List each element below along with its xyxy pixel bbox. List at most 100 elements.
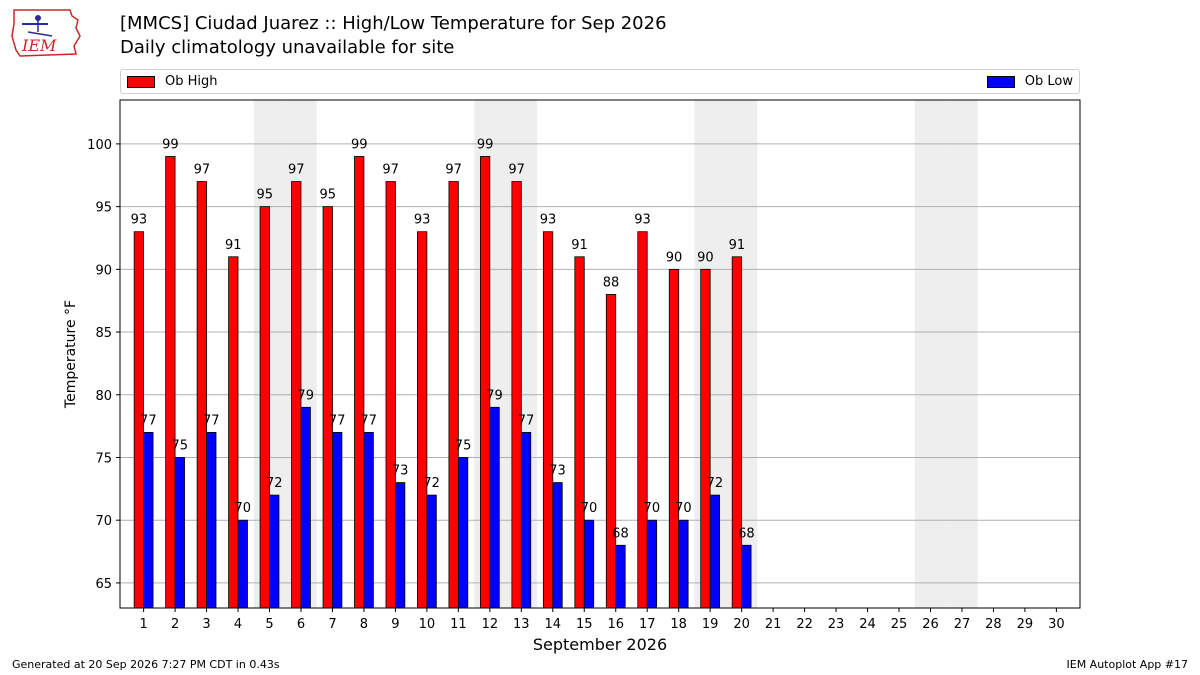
bar-high-day-14 [542,231,554,609]
data-label-high-day-12: 99 [477,137,494,152]
data-label-low-day-10: 72 [423,476,440,491]
x-tick-label-2: 2 [171,617,179,632]
data-label-high-day-19: 90 [697,250,714,265]
data-label-low-day-18: 70 [675,501,692,516]
bar-high-day-5 [259,206,270,609]
bar-high-day-20 [731,256,743,609]
bar-high-day-18 [668,268,680,609]
data-label-low-day-7: 77 [329,413,346,428]
data-label-high-day-10: 93 [414,213,431,228]
x-tick-label-19: 19 [702,617,719,632]
x-tick-label-12: 12 [482,617,499,632]
data-label-high-day-20: 91 [729,238,746,253]
chart-subtitle: Daily climatology unavailable for site [120,37,455,58]
y-tick-label-95: 95 [95,201,112,216]
bar-low-day-6 [300,406,311,609]
bar-low-day-15 [583,519,595,609]
bar-high-day-8 [354,156,365,609]
x-tick-label-30: 30 [1048,617,1065,632]
weekend-band-19 [694,100,726,608]
bar-high-day-15 [574,256,585,609]
data-label-high-day-8: 99 [351,137,368,152]
y-tick-label-75: 75 [95,451,112,466]
y-tick-label-80: 80 [95,389,112,404]
bar-low-day-4 [237,519,248,609]
footer-generated: Generated at 20 Sep 2026 7:27 PM CDT in … [12,658,280,671]
svg-text:IEM: IEM [21,36,57,55]
data-label-high-day-13: 97 [508,163,525,178]
x-tick-label-24: 24 [859,617,876,632]
x-tick-label-28: 28 [985,617,1002,632]
data-label-low-day-12: 79 [486,388,503,403]
data-label-high-day-7: 95 [319,188,336,203]
iem-logo: IEM [11,9,81,57]
bar-high-day-12 [479,156,491,609]
x-tick-label-13: 13 [513,617,530,632]
weekend-band-20 [725,100,758,608]
bar-low-day-5 [269,494,280,609]
y-axis-label: Temperature °F [63,300,79,409]
data-label-high-day-17: 93 [634,213,651,228]
data-label-low-day-14: 73 [549,464,566,479]
bar-low-day-11 [457,457,469,609]
bar-low-day-1 [143,431,154,609]
bar-high-day-9 [385,181,396,609]
x-tick-label-7: 7 [328,617,336,632]
data-label-high-day-14: 93 [540,213,557,228]
y-tick-label-70: 70 [95,514,112,529]
weekend-band-12 [474,100,506,608]
bar-high-day-11 [448,181,459,609]
x-tick-label-5: 5 [265,617,273,632]
bar-high-day-2 [165,156,176,609]
data-label-high-day-3: 97 [194,163,211,178]
x-tick-label-23: 23 [828,617,845,632]
data-label-high-day-2: 99 [162,137,179,152]
x-tick-label-25: 25 [891,617,908,632]
legend: Ob High Ob Low [120,69,1080,94]
data-label-low-day-13: 77 [518,413,535,428]
data-label-high-day-1: 93 [131,213,148,228]
bar-low-day-18 [678,519,689,609]
bar-low-day-19 [709,494,721,609]
bar-high-day-6 [291,181,302,609]
x-tick-label-17: 17 [639,617,656,632]
x-tick-label-11: 11 [450,617,467,632]
bar-low-day-20 [741,544,752,609]
x-tick-label-14: 14 [545,617,562,632]
weekend-band-26 [914,100,947,608]
x-tick-label-26: 26 [922,617,939,632]
y-tick-label-85: 85 [95,326,112,341]
x-tick-label-15: 15 [576,617,593,632]
data-label-low-day-9: 73 [392,464,409,479]
data-label-high-day-5: 95 [257,188,274,203]
x-tick-label-8: 8 [360,617,368,632]
bar-high-day-3 [196,181,207,609]
bar-low-day-3 [206,431,217,609]
data-label-high-day-11: 97 [445,163,462,178]
bar-high-day-17 [637,231,648,609]
weekend-band-13 [505,100,538,608]
y-tick-label-90: 90 [95,263,112,278]
x-tick-label-18: 18 [670,617,687,632]
bar-high-day-10 [417,231,428,609]
legend-item-low: Ob Low [986,74,1073,89]
x-axis-label: September 2026 [533,635,667,654]
x-tick-label-9: 9 [391,617,399,632]
data-label-high-day-16: 88 [603,275,620,290]
footer-app: IEM Autoplot App #17 [1066,658,1189,671]
data-label-low-day-8: 77 [360,413,377,428]
bar-high-day-13 [511,181,522,609]
bar-low-day-10 [426,494,437,609]
bar-high-day-1 [133,231,145,609]
x-tick-label-22: 22 [796,617,813,632]
bar-low-day-14 [552,482,563,609]
chart-title: [MMCS] Ciudad Juarez :: High/Low Tempera… [120,13,667,34]
data-label-low-day-3: 77 [203,413,220,428]
y-tick-label-65: 65 [95,577,112,592]
bar-low-day-16 [615,544,626,609]
bar-high-day-16 [605,294,617,609]
bar-low-day-7 [332,431,343,609]
x-tick-label-10: 10 [419,617,436,632]
weekend-band-6 [285,100,317,608]
